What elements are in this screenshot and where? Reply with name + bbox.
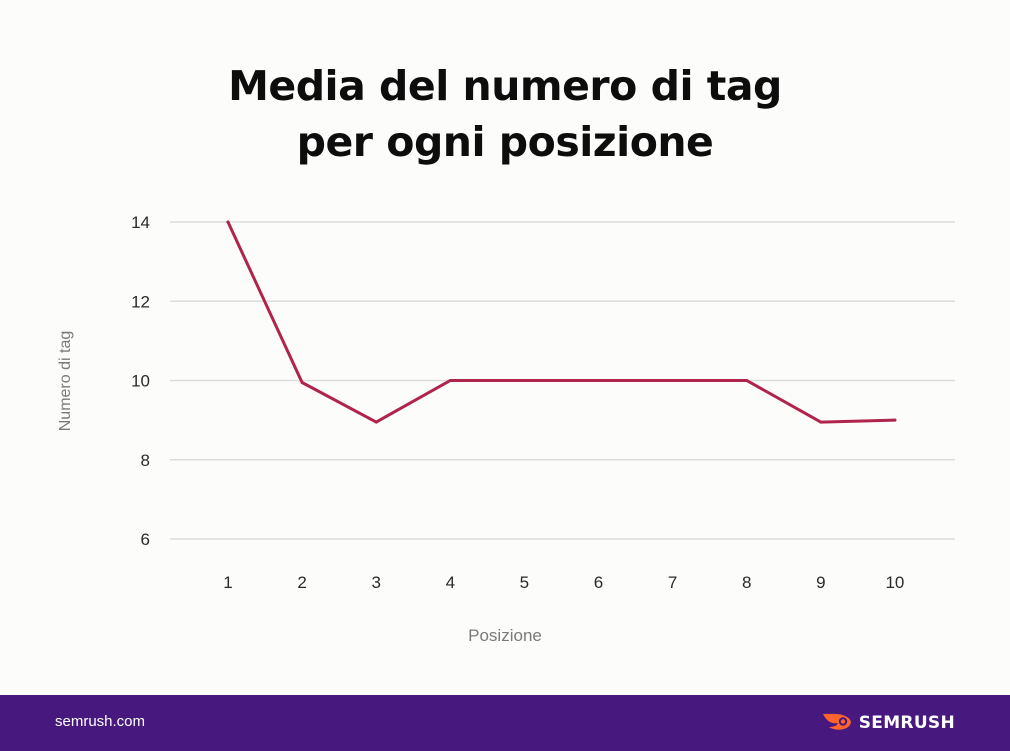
y-axis-ticks: 6 8 10 12 14 bbox=[131, 213, 150, 549]
x-tick-label: 7 bbox=[668, 573, 677, 592]
x-tick-label: 3 bbox=[371, 573, 380, 592]
data-point bbox=[819, 420, 823, 424]
data-point bbox=[300, 380, 304, 384]
data-point bbox=[374, 420, 378, 424]
semrush-fire-icon bbox=[821, 710, 853, 737]
y-tick-label: 6 bbox=[141, 530, 150, 549]
x-tick-label: 4 bbox=[446, 573, 455, 592]
x-axis-ticks: 1 2 3 4 5 6 7 8 9 10 bbox=[223, 573, 904, 592]
y-tick-label: 12 bbox=[131, 292, 150, 311]
data-point bbox=[671, 379, 675, 382]
series-line bbox=[226, 220, 897, 424]
brand-name: SEMRUSH bbox=[858, 713, 955, 733]
data-point bbox=[522, 379, 526, 382]
y-tick-label: 10 bbox=[131, 372, 150, 391]
chart-title-line-1: Media del numero di tag bbox=[228, 62, 782, 110]
data-point bbox=[745, 379, 749, 382]
data-point bbox=[226, 220, 230, 224]
data-point bbox=[597, 379, 600, 382]
site-url: semrush.com bbox=[55, 713, 146, 730]
x-tick-label: 10 bbox=[885, 573, 904, 592]
x-tick-label: 2 bbox=[297, 573, 306, 592]
x-tick-label: 9 bbox=[816, 573, 825, 592]
brand-logo: SEMRUSH bbox=[821, 709, 955, 737]
x-tick-label: 1 bbox=[223, 573, 232, 592]
x-tick-label: 6 bbox=[594, 573, 603, 592]
chart-title: Media del numero di tag per ogni posizio… bbox=[0, 58, 1010, 170]
chart-title-line-2: per ogni posizione bbox=[296, 118, 714, 166]
data-point bbox=[448, 379, 452, 382]
x-axis-label: Posizione bbox=[468, 626, 542, 645]
y-tick-label: 8 bbox=[141, 451, 150, 470]
footer-bar: semrush.com SEMRUSH bbox=[0, 695, 1010, 751]
y-axis-label: Numero di tag bbox=[57, 331, 74, 432]
x-tick-label: 8 bbox=[742, 573, 751, 592]
data-point bbox=[893, 418, 897, 422]
x-tick-label: 5 bbox=[520, 573, 529, 592]
y-tick-label: 14 bbox=[131, 213, 150, 232]
series-group bbox=[226, 220, 897, 424]
